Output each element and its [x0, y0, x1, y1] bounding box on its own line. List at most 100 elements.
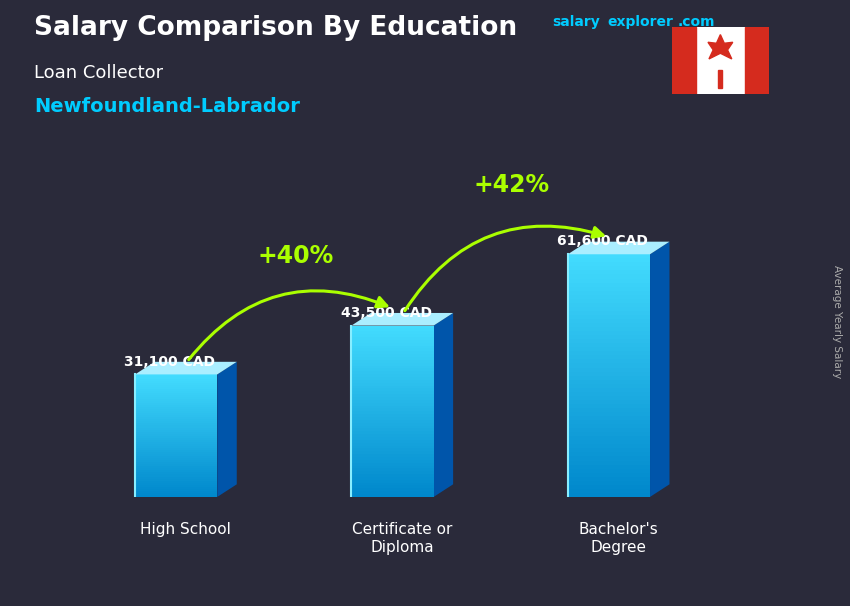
Polygon shape [135, 376, 218, 379]
Polygon shape [568, 448, 650, 453]
Polygon shape [568, 391, 650, 396]
Polygon shape [568, 453, 650, 456]
Polygon shape [351, 388, 434, 391]
Polygon shape [568, 388, 650, 391]
Polygon shape [135, 479, 218, 481]
Polygon shape [135, 436, 218, 438]
Text: +40%: +40% [257, 244, 333, 268]
Polygon shape [568, 258, 650, 262]
Polygon shape [568, 384, 650, 388]
Text: .com: .com [677, 15, 715, 29]
Polygon shape [568, 270, 650, 275]
Polygon shape [568, 311, 650, 315]
Polygon shape [568, 291, 650, 295]
Polygon shape [568, 400, 650, 404]
Text: Certificate or
Diploma: Certificate or Diploma [352, 522, 452, 554]
Bar [745, 27, 769, 94]
Polygon shape [351, 474, 434, 477]
Polygon shape [135, 473, 218, 474]
Polygon shape [351, 437, 434, 440]
Polygon shape [351, 365, 434, 368]
Polygon shape [135, 442, 218, 444]
Polygon shape [568, 303, 650, 307]
Polygon shape [351, 345, 434, 348]
Polygon shape [135, 454, 218, 456]
Polygon shape [135, 434, 218, 436]
Polygon shape [135, 407, 218, 409]
Polygon shape [568, 355, 650, 359]
Polygon shape [568, 343, 650, 347]
Polygon shape [568, 493, 650, 497]
Polygon shape [568, 461, 650, 465]
Polygon shape [568, 489, 650, 493]
Polygon shape [568, 299, 650, 303]
Polygon shape [351, 325, 434, 328]
Polygon shape [135, 375, 218, 376]
Polygon shape [568, 428, 650, 432]
Polygon shape [135, 493, 218, 495]
Polygon shape [351, 488, 434, 491]
Polygon shape [568, 379, 650, 384]
Polygon shape [568, 473, 650, 477]
Polygon shape [568, 432, 650, 436]
Text: 43,500 CAD: 43,500 CAD [341, 305, 432, 319]
Polygon shape [568, 468, 650, 473]
Polygon shape [351, 482, 434, 485]
Polygon shape [351, 422, 434, 425]
Polygon shape [135, 452, 218, 454]
Polygon shape [568, 279, 650, 282]
Polygon shape [135, 444, 218, 446]
Polygon shape [351, 340, 434, 343]
Polygon shape [351, 428, 434, 431]
Polygon shape [568, 441, 650, 444]
Polygon shape [351, 451, 434, 454]
Bar [672, 27, 696, 94]
Polygon shape [708, 35, 733, 59]
Text: salary: salary [552, 15, 600, 29]
Polygon shape [351, 377, 434, 380]
Polygon shape [568, 456, 650, 461]
Polygon shape [351, 368, 434, 371]
Polygon shape [351, 394, 434, 397]
Polygon shape [568, 404, 650, 408]
Polygon shape [135, 395, 218, 397]
Polygon shape [568, 485, 650, 489]
Polygon shape [568, 436, 650, 441]
Polygon shape [351, 485, 434, 488]
Polygon shape [568, 465, 650, 468]
Polygon shape [135, 466, 218, 468]
Polygon shape [351, 397, 434, 400]
Polygon shape [135, 482, 218, 485]
Polygon shape [351, 457, 434, 460]
Polygon shape [351, 462, 434, 465]
Polygon shape [135, 362, 237, 375]
Polygon shape [568, 275, 650, 279]
Polygon shape [135, 485, 218, 487]
Polygon shape [351, 363, 434, 365]
Polygon shape [351, 434, 434, 437]
Polygon shape [135, 382, 218, 385]
Polygon shape [135, 430, 218, 431]
Polygon shape [351, 380, 434, 383]
Polygon shape [135, 438, 218, 440]
Polygon shape [351, 405, 434, 408]
Polygon shape [568, 424, 650, 428]
Polygon shape [351, 400, 434, 402]
Polygon shape [135, 474, 218, 476]
Polygon shape [351, 494, 434, 497]
Polygon shape [135, 403, 218, 405]
Polygon shape [568, 327, 650, 331]
Text: +42%: +42% [473, 173, 550, 197]
Polygon shape [568, 364, 650, 367]
Polygon shape [351, 351, 434, 354]
Polygon shape [135, 381, 218, 382]
Polygon shape [351, 445, 434, 448]
Text: 61,600 CAD: 61,600 CAD [557, 235, 648, 248]
Polygon shape [135, 399, 218, 401]
Bar [718, 70, 722, 88]
Text: explorer: explorer [608, 15, 674, 29]
Polygon shape [135, 458, 218, 460]
Polygon shape [351, 374, 434, 377]
Polygon shape [135, 421, 218, 424]
Polygon shape [351, 431, 434, 434]
